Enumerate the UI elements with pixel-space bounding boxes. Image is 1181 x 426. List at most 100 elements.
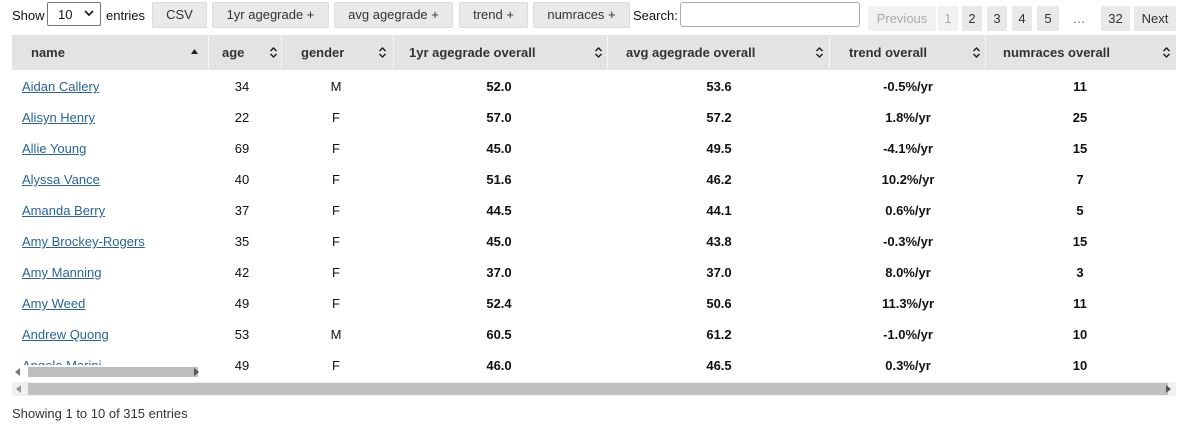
column-label-gender: gender bbox=[301, 45, 345, 60]
gender-cell: F bbox=[332, 141, 340, 156]
sort-both-icon bbox=[594, 46, 603, 59]
table-row: Amy Weed 49 F 52.4 50.6 11.3%/yr 11 bbox=[12, 287, 1176, 318]
name-cell[interactable]: Allie Young bbox=[22, 141, 86, 156]
table-horizontal-scrollbar[interactable] bbox=[12, 382, 1176, 396]
trend-button[interactable]: trend + bbox=[459, 2, 528, 28]
page-2[interactable]: 2 bbox=[962, 6, 982, 31]
table-row: Andrew Quong 53 M 60.5 61.2 -1.0%/yr 10 bbox=[12, 318, 1176, 349]
agegrade-avg-cell: 46.2 bbox=[706, 172, 732, 187]
name-column-scrollbar[interactable] bbox=[12, 365, 202, 379]
agegrade-avg-cell: 50.6 bbox=[706, 296, 732, 311]
agegrade-1yr-cell: 51.6 bbox=[486, 172, 512, 187]
runner-link[interactable]: Amanda Berry bbox=[22, 203, 106, 218]
scroll-right-icon[interactable] bbox=[192, 368, 200, 376]
table-row: Alisyn Henry 22 F 57.0 57.2 1.8%/yr 25 bbox=[12, 101, 1176, 132]
runner-link[interactable]: Amy Weed bbox=[22, 296, 86, 311]
agegrade-1yr-cell: 60.5 bbox=[486, 327, 512, 342]
numraces-cell: 11 bbox=[1073, 79, 1087, 94]
name-cell[interactable]: Alisyn Henry bbox=[22, 110, 95, 125]
runner-link[interactable]: Alyssa Vance bbox=[22, 172, 100, 187]
gender-cell: F bbox=[332, 358, 340, 373]
agegrade-avg-cell: 46.5 bbox=[706, 358, 732, 373]
page-5[interactable]: 5 bbox=[1037, 6, 1059, 31]
column-header-trend[interactable]: trend overall bbox=[830, 35, 986, 70]
age-cell: 37 bbox=[234, 203, 250, 218]
name-cell[interactable]: Aidan Callery bbox=[22, 79, 99, 94]
trend-cell: -4.1%/yr bbox=[883, 141, 933, 156]
name-cell[interactable]: Amy Weed bbox=[22, 296, 85, 311]
table-row: Amy Brockey-Rogers 35 F 45.0 43.8 -0.3%/… bbox=[12, 225, 1176, 256]
name-cell[interactable]: Amy Brockey-Rogers bbox=[22, 234, 145, 249]
entries-length-select[interactable]: 10 bbox=[47, 2, 101, 26]
numraces-cell: 10 bbox=[1072, 358, 1088, 373]
page-3[interactable]: 3 bbox=[987, 6, 1007, 31]
sort-both-icon bbox=[815, 46, 824, 59]
table-row: Amy Manning 42 F 37.0 37.0 8.0%/yr 3 bbox=[12, 256, 1176, 287]
numraces-cell: 5 bbox=[1076, 203, 1084, 218]
runner-link[interactable]: Amy Brockey-Rogers bbox=[22, 234, 145, 249]
scroll-left-icon[interactable] bbox=[14, 368, 22, 376]
scroll-left-icon[interactable] bbox=[15, 385, 23, 393]
agegrade-avg-cell: 57.2 bbox=[706, 110, 732, 125]
sort-both-icon bbox=[269, 46, 278, 59]
numraces-cell: 15 bbox=[1072, 234, 1088, 249]
trend-cell: 1.8%/yr bbox=[885, 110, 931, 125]
agegrade-avg-button[interactable]: avg agegrade + bbox=[334, 2, 453, 28]
sort-both-icon bbox=[378, 46, 387, 59]
agegrade-avg-cell: 37.0 bbox=[706, 265, 732, 280]
page-32[interactable]: 32 bbox=[1101, 6, 1130, 31]
table-body: Aidan Callery 34 M 52.0 53.6 -0.5%/yr 11… bbox=[12, 70, 1176, 380]
agegrade-1yr-cell: 45.0 bbox=[486, 234, 512, 249]
numraces-cell: 3 bbox=[1076, 265, 1084, 280]
numraces-button[interactable]: numraces + bbox=[533, 2, 630, 28]
column-header-age[interactable]: age bbox=[209, 35, 282, 70]
age-cell: 35 bbox=[234, 234, 250, 249]
gender-cell: M bbox=[330, 79, 342, 94]
table-row: Amanda Berry 37 F 44.5 44.1 0.6%/yr 5 bbox=[12, 194, 1176, 225]
table-row: Alyssa Vance 40 F 51.6 46.2 10.2%/yr 7 bbox=[12, 163, 1176, 194]
agegrade-1yr-cell: 46.0 bbox=[486, 358, 512, 373]
column-label-avg-agegrade: avg agegrade overall bbox=[626, 45, 756, 60]
name-cell[interactable]: Andrew Quong bbox=[22, 327, 109, 342]
column-header-name[interactable]: name bbox=[12, 35, 209, 70]
sort-both-icon bbox=[972, 46, 981, 59]
runner-link[interactable]: Amy Manning bbox=[22, 265, 102, 280]
age-cell: 34 bbox=[234, 79, 250, 94]
sort-both-icon bbox=[1162, 46, 1171, 59]
agegrade-avg-cell: 44.1 bbox=[706, 203, 732, 218]
agegrade-1yr-cell: 44.5 bbox=[486, 203, 512, 218]
page-1[interactable]: 1 bbox=[938, 6, 958, 31]
name-cell[interactable]: Alyssa Vance bbox=[22, 172, 100, 187]
chevron-down-icon bbox=[84, 10, 94, 17]
scrollbar-thumb[interactable] bbox=[28, 383, 1168, 395]
agegrade-avg-cell: 61.2 bbox=[706, 327, 732, 342]
search-input[interactable] bbox=[680, 2, 860, 27]
runner-link[interactable]: Allie Young bbox=[22, 141, 87, 156]
column-label-name: name bbox=[31, 45, 65, 60]
runner-link[interactable]: Alisyn Henry bbox=[22, 110, 95, 125]
page-4[interactable]: 4 bbox=[1012, 6, 1032, 31]
trend-cell: 8.0%/yr bbox=[885, 265, 931, 280]
pagination-next[interactable]: Next bbox=[1134, 6, 1176, 31]
age-cell: 53 bbox=[234, 327, 250, 342]
runner-link[interactable]: Aidan Callery bbox=[22, 79, 100, 94]
agegrade-1yr-button[interactable]: 1yr agegrade + bbox=[212, 2, 329, 28]
agegrade-1yr-cell: 45.0 bbox=[486, 141, 512, 156]
name-cell[interactable]: Amy Manning bbox=[22, 265, 101, 280]
numraces-cell: 25 bbox=[1072, 110, 1088, 125]
trend-cell: 10.2%/yr bbox=[881, 172, 935, 187]
csv-button[interactable]: CSV bbox=[152, 2, 207, 28]
table-controls: Show 10 entries CSV 1yr agegrade + avg a… bbox=[0, 0, 1181, 31]
column-header-numraces[interactable]: numraces overall bbox=[986, 35, 1176, 70]
trend-cell: -0.5%/yr bbox=[883, 79, 933, 94]
table-header: name age gender 1yr agegrade overall avg… bbox=[12, 35, 1176, 70]
column-header-avg-agegrade[interactable]: avg agegrade overall bbox=[608, 35, 830, 70]
pagination-previous[interactable]: Previous bbox=[868, 6, 936, 31]
scrollbar-thumb[interactable] bbox=[28, 367, 198, 377]
column-header-1yr-agegrade[interactable]: 1yr agegrade overall bbox=[394, 35, 608, 70]
scroll-right-icon[interactable] bbox=[1164, 385, 1172, 393]
runner-link[interactable]: Andrew Quong bbox=[22, 327, 109, 342]
name-cell[interactable]: Amanda Berry bbox=[22, 203, 105, 218]
table-info: Showing 1 to 10 of 315 entries bbox=[12, 406, 188, 421]
column-header-gender[interactable]: gender bbox=[282, 35, 394, 70]
